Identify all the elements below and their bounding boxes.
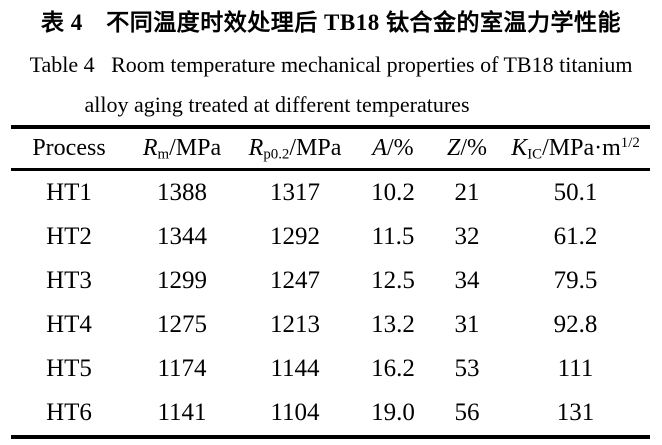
caption-english-line1: Table 4 Room temperature mechanical prop… (29, 52, 633, 77)
properties-table: Process Rm/MPa Rp0.2/MPa A/% Z/% KIC/MPa… (11, 125, 650, 439)
cell-rp02: 1292 (270, 223, 320, 250)
header-symbol: Z (446, 135, 461, 161)
cell-elongation: 11.5 (371, 223, 415, 250)
caption-english-line2: alloy aging treated at different tempera… (84, 92, 470, 117)
header-symbol: A (372, 135, 387, 161)
table-row: HT5 1174 1144 16.2 53 111 (11, 347, 650, 391)
cell-reduction: 31 (454, 311, 480, 338)
column-header-elongation: A/% (353, 127, 433, 170)
cell-process: HT5 (46, 355, 92, 382)
cell-rm: 1299 (157, 267, 207, 294)
cell-reduction: 53 (454, 355, 480, 382)
cell-elongation: 16.2 (371, 355, 415, 382)
header-symbol: R (248, 135, 264, 161)
cell-reduction: 21 (454, 179, 480, 206)
header-unit: /MPa (169, 135, 222, 161)
header-row: Process Rm/MPa Rp0.2/MPa A/% Z/% KIC/MPa… (11, 127, 650, 170)
cell-reduction: 56 (454, 399, 480, 426)
cell-elongation: 13.2 (371, 311, 415, 338)
cell-rp02: 1317 (270, 179, 320, 206)
header-unit: /% (387, 135, 414, 161)
cell-rp02: 1213 (270, 311, 320, 338)
cell-elongation: 12.5 (371, 267, 415, 294)
cell-process: HT1 (46, 179, 92, 206)
column-header-process: Process (11, 127, 127, 170)
cell-reduction: 34 (454, 267, 480, 294)
cell-rm: 1174 (157, 355, 207, 382)
cell-rm: 1388 (157, 179, 207, 206)
header-symbol: K (511, 135, 528, 161)
header-unit: /MPa (289, 135, 342, 161)
cell-rp02: 1144 (270, 355, 320, 382)
cell-kic: 50.1 (553, 179, 598, 206)
cell-kic: 79.5 (553, 267, 598, 294)
table-row: HT3 1299 1247 12.5 34 79.5 (11, 259, 650, 303)
cell-rm: 1344 (157, 223, 207, 250)
header-superscript: 1/2 (620, 134, 640, 151)
table-row: HT6 1141 1104 19.0 56 131 (11, 391, 650, 437)
header-unit: /MPa·m (542, 135, 621, 161)
header-unit: /% (460, 135, 488, 161)
column-header-reduction: Z/% (433, 127, 501, 170)
cell-process: HT3 (46, 267, 92, 294)
cell-rm: 1275 (157, 311, 207, 338)
table-row: HT4 1275 1213 13.2 31 92.8 (11, 303, 650, 347)
cell-elongation: 10.2 (371, 179, 415, 206)
cell-kic: 61.2 (553, 223, 598, 250)
cell-process: HT4 (46, 311, 92, 338)
column-header-rm: Rm/MPa (127, 127, 237, 170)
header-symbol: R (142, 135, 158, 161)
cell-process: HT6 (46, 399, 92, 426)
cell-kic: 111 (557, 355, 594, 382)
header-subscript: m (157, 146, 170, 163)
cell-reduction: 32 (454, 223, 480, 250)
cell-elongation: 19.0 (371, 399, 415, 426)
table-row: HT1 1388 1317 10.2 21 50.1 (11, 170, 650, 216)
column-header-rp02: Rp0.2/MPa (237, 127, 353, 170)
table-row: HT2 1344 1292 11.5 32 61.2 (11, 215, 650, 259)
column-header-kic: KIC/MPa·m1/2 (501, 127, 650, 170)
cell-kic: 92.8 (553, 311, 598, 338)
header-subscript: p0.2 (263, 146, 290, 163)
caption-chinese: 表 4 不同温度时效处理后 TB18 钛合金的室温力学性能 (41, 10, 621, 35)
cell-rp02: 1104 (270, 399, 320, 426)
cell-rp02: 1247 (270, 267, 320, 294)
cell-process: HT2 (46, 223, 92, 250)
cell-kic: 131 (556, 399, 595, 426)
header-subscript: IC (527, 146, 543, 163)
table-caption: 表 4 不同温度时效处理后 TB18 钛合金的室温力学性能 Table 4 Ro… (0, 0, 662, 125)
cell-rm: 1141 (157, 399, 207, 426)
header-unit: Process (32, 135, 106, 161)
